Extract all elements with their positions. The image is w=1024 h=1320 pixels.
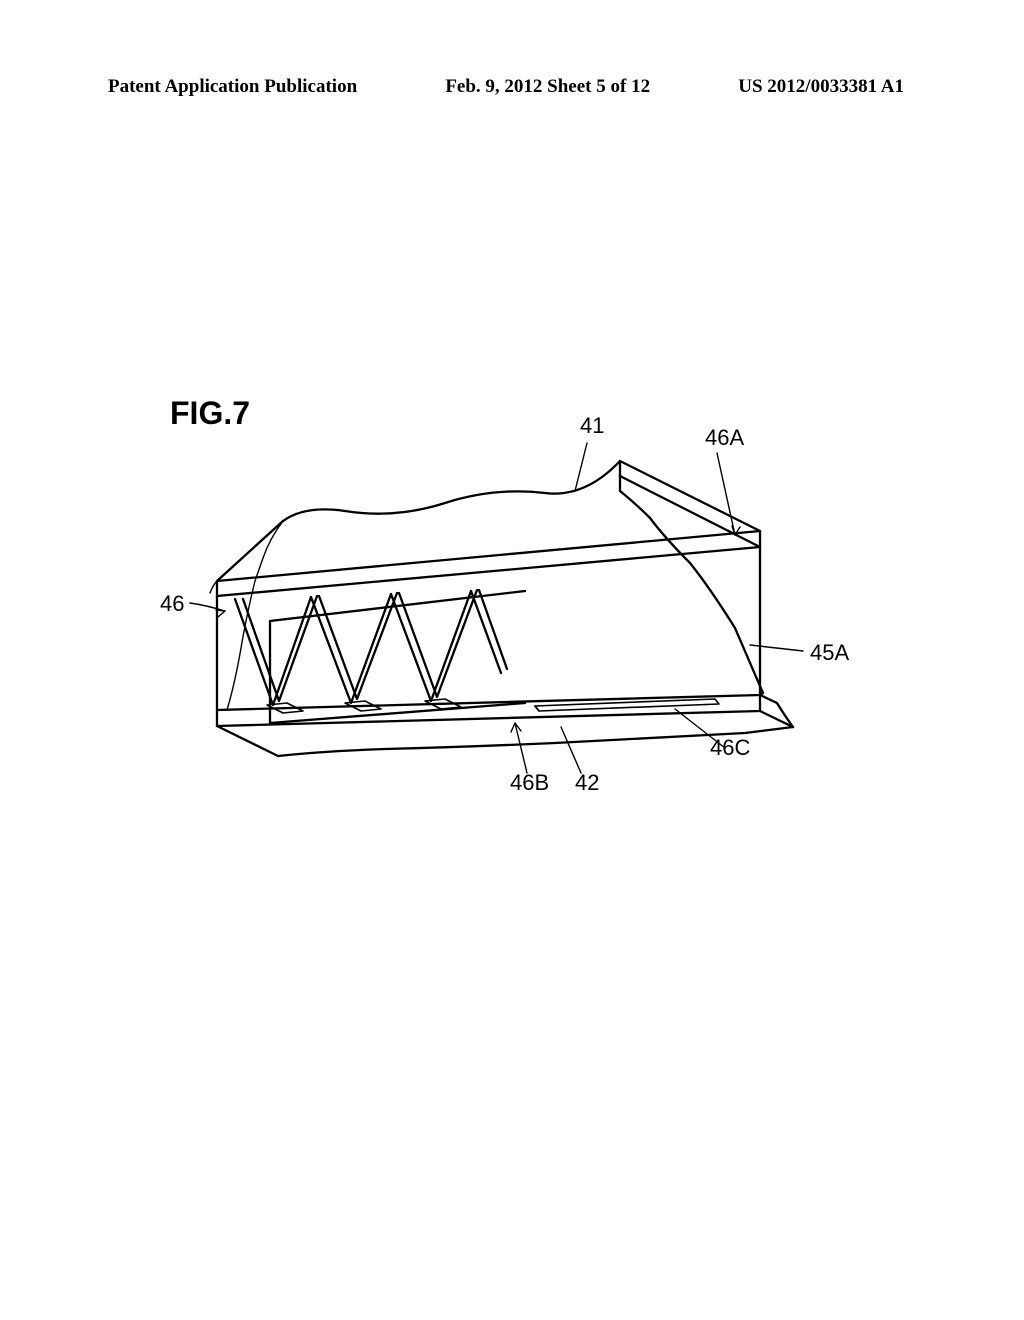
ref-46: 46 (160, 591, 184, 617)
ref-46C: 46C (710, 735, 750, 761)
figure-7: FIG.7 (155, 395, 869, 795)
ref-42: 42 (575, 770, 599, 796)
header-publication-type: Patent Application Publication (108, 76, 357, 98)
page-header: Patent Application Publication Feb. 9, 2… (0, 76, 1024, 98)
header-publication-number: US 2012/0033381 A1 (738, 76, 904, 98)
ref-46A: 46A (705, 425, 744, 451)
figure-drawing (155, 413, 869, 795)
ref-45A: 45A (810, 640, 849, 666)
ref-41: 41 (580, 413, 604, 439)
ref-46B: 46B (510, 770, 549, 796)
header-date-sheet: Feb. 9, 2012 Sheet 5 of 12 (445, 76, 650, 98)
